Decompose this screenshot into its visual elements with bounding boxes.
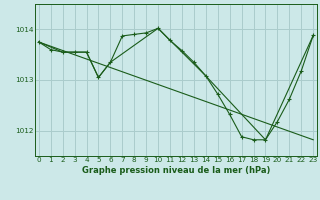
- X-axis label: Graphe pression niveau de la mer (hPa): Graphe pression niveau de la mer (hPa): [82, 166, 270, 175]
